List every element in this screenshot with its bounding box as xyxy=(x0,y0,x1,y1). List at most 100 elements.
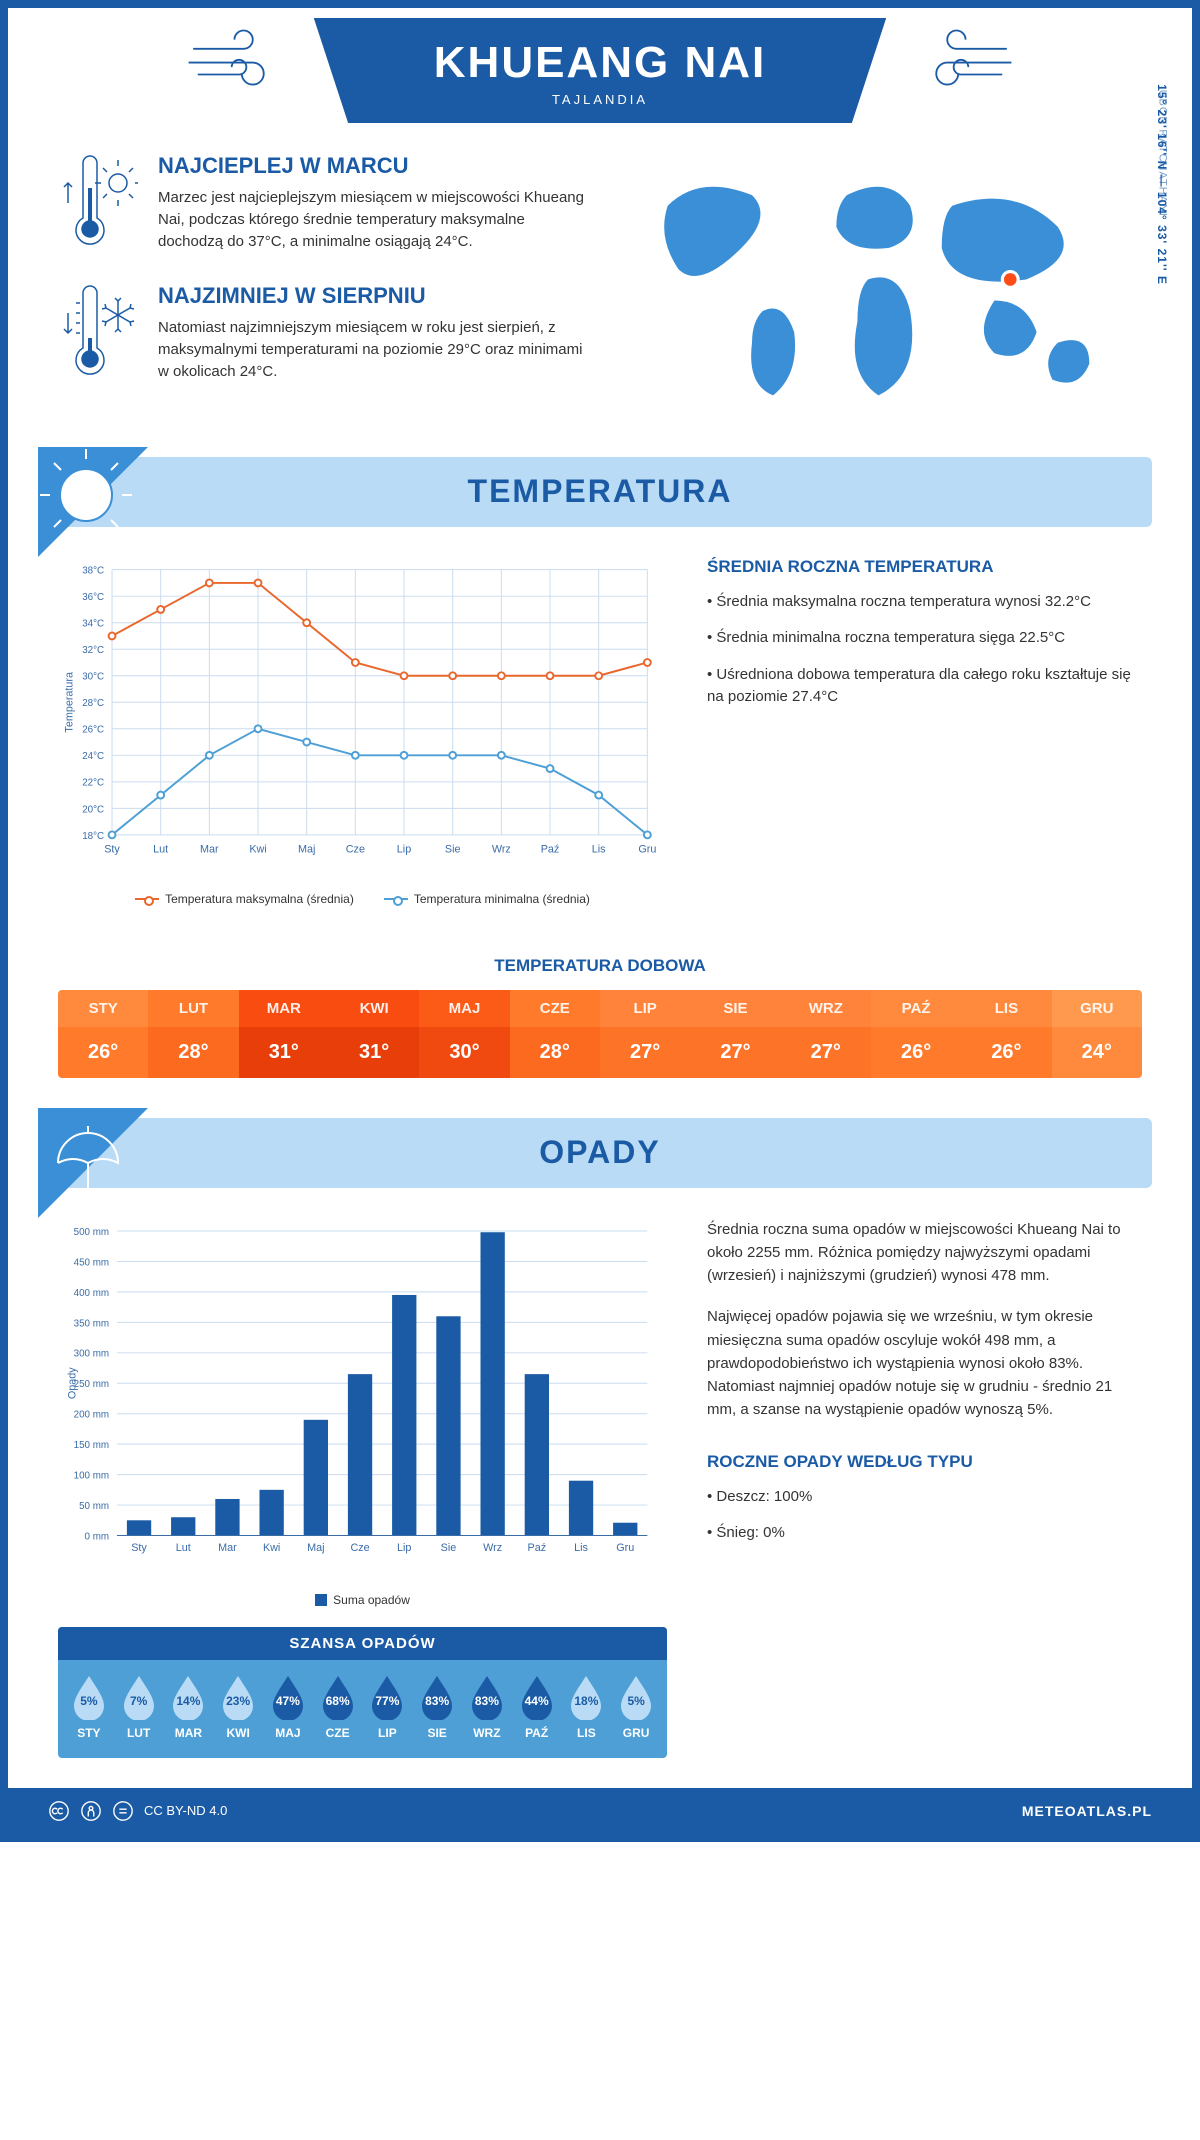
svg-text:Gru: Gru xyxy=(638,843,656,855)
warmest-block: NAJCIEPLEJ W MARCU Marzec jest najcieple… xyxy=(58,153,585,253)
svg-text:Lis: Lis xyxy=(592,843,606,855)
svg-text:350 mm: 350 mm xyxy=(74,1318,109,1329)
daily-temp-col: SIE 27° xyxy=(690,990,780,1078)
temperature-bullet: • Średnia maksymalna roczna temperatura … xyxy=(707,591,1142,614)
svg-text:20°C: 20°C xyxy=(82,804,104,815)
svg-text:Maj: Maj xyxy=(298,843,315,855)
svg-text:38°C: 38°C xyxy=(82,565,104,576)
chance-drop: 5% STY xyxy=(64,1674,114,1740)
svg-text:Paź: Paź xyxy=(528,1542,547,1554)
chance-drop: 47% MAJ xyxy=(263,1674,313,1740)
license-text: CC BY-ND 4.0 xyxy=(144,1803,227,1818)
chance-drop: 77% LIP xyxy=(363,1674,413,1740)
nd-icon xyxy=(112,1800,134,1822)
svg-text:500 mm: 500 mm xyxy=(74,1226,109,1237)
svg-text:Sie: Sie xyxy=(441,1542,457,1554)
svg-text:50 mm: 50 mm xyxy=(79,1500,109,1511)
daily-temp-col: GRU 24° xyxy=(1052,990,1142,1078)
svg-text:36°C: 36°C xyxy=(82,592,104,603)
svg-text:Sty: Sty xyxy=(104,843,120,855)
temperature-line-chart: 18°C20°C22°C24°C26°C28°C30°C32°C34°C36°C… xyxy=(58,557,667,877)
svg-text:0 mm: 0 mm xyxy=(85,1531,110,1542)
title-banner: KHUEANG NAI TAJLANDIA xyxy=(314,18,886,123)
svg-text:Wrz: Wrz xyxy=(483,1542,502,1554)
svg-text:250 mm: 250 mm xyxy=(74,1379,109,1390)
annual-type-item: • Deszcz: 100% xyxy=(707,1486,1142,1509)
chance-drop: 44% PAŹ xyxy=(512,1674,562,1740)
daily-temp-col: WRZ 27° xyxy=(781,990,871,1078)
temperature-bullet: • Uśredniona dobowa temperatura dla całe… xyxy=(707,664,1142,709)
legend-max: Temperatura maksymalna (średnia) xyxy=(165,892,354,906)
summary-title: ŚREDNIA ROCZNA TEMPERATURA xyxy=(707,557,1142,577)
chance-drop: 83% WRZ xyxy=(462,1674,512,1740)
svg-text:300 mm: 300 mm xyxy=(74,1348,109,1359)
chance-drop: 23% KWI xyxy=(213,1674,263,1740)
annual-type-item: • Śnieg: 0% xyxy=(707,1522,1142,1545)
footer: CC BY-ND 4.0 METEOATLAS.PL xyxy=(8,1788,1192,1834)
temperature-section-header: TEMPERATURA xyxy=(48,457,1152,527)
location-title: KHUEANG NAI xyxy=(434,38,766,88)
map-column: UBON RATCHATHANI 15° 23' 16'' N — 104° 3… xyxy=(615,153,1142,417)
license-block: CC BY-ND 4.0 xyxy=(48,1800,227,1822)
svg-text:Kwi: Kwi xyxy=(263,1542,280,1554)
svg-text:Kwi: Kwi xyxy=(249,843,266,855)
svg-text:Gru: Gru xyxy=(616,1542,634,1554)
svg-text:Lut: Lut xyxy=(176,1542,191,1554)
svg-text:Lis: Lis xyxy=(574,1542,588,1554)
thermometer-cold-icon xyxy=(58,283,138,383)
coldest-title: NAJZIMNIEJ W SIERPNIU xyxy=(158,283,585,309)
precipitation-body: 0 mm50 mm100 mm150 mm200 mm250 mm300 mm3… xyxy=(8,1218,1192,1788)
svg-text:Lip: Lip xyxy=(397,843,411,855)
warmest-text: Marzec jest najcieplejszym miesiącem w m… xyxy=(158,187,585,252)
thermometer-hot-icon xyxy=(58,153,138,253)
by-icon xyxy=(80,1800,102,1822)
intro-section: NAJCIEPLEJ W MARCU Marzec jest najcieple… xyxy=(8,123,1192,437)
svg-text:150 mm: 150 mm xyxy=(74,1440,109,1451)
infographic-page: KHUEANG NAI TAJLANDIA NAJCIEPLEJ W MARCU xyxy=(0,0,1200,1842)
precipitation-chart-area: 0 mm50 mm100 mm150 mm200 mm250 mm300 mm3… xyxy=(58,1218,667,1758)
svg-text:Maj: Maj xyxy=(307,1542,324,1554)
svg-text:Sty: Sty xyxy=(131,1542,147,1554)
precip-paragraph: Najwięcej opadów pojawia się we wrześniu… xyxy=(707,1305,1142,1421)
umbrella-icon xyxy=(38,1108,148,1218)
chance-drop: 83% SIE xyxy=(412,1674,462,1740)
precipitation-section-header: OPADY xyxy=(48,1118,1152,1188)
svg-text:34°C: 34°C xyxy=(82,618,104,629)
coldest-block: NAJZIMNIEJ W SIERPNIU Natomiast najzimni… xyxy=(58,283,585,383)
legend-min: Temperatura minimalna (średnia) xyxy=(414,892,590,906)
svg-text:Opady: Opady xyxy=(67,1366,79,1398)
chance-drop: 68% CZE xyxy=(313,1674,363,1740)
svg-text:Cze: Cze xyxy=(346,843,365,855)
daily-temp-table: STY 26° LUT 28° MAR 31° KWI 31° MAJ 30° … xyxy=(58,990,1142,1078)
daily-temp-col: LUT 28° xyxy=(148,990,238,1078)
legend-precip: Suma opadów xyxy=(333,1593,410,1607)
chance-drop: 18% LIS xyxy=(562,1674,612,1740)
coldest-text: Natomiast najzimniejszym miesiącem w rok… xyxy=(158,317,585,382)
annual-types-list: • Deszcz: 100% • Śnieg: 0% xyxy=(707,1486,1142,1545)
precipitation-title: OPADY xyxy=(539,1134,660,1171)
daily-temp-title: TEMPERATURA DOBOWA xyxy=(8,956,1192,976)
svg-text:24°C: 24°C xyxy=(82,751,104,762)
temperature-summary: ŚREDNIA ROCZNA TEMPERATURA • Średnia mak… xyxy=(707,557,1142,906)
svg-text:400 mm: 400 mm xyxy=(74,1287,109,1298)
temperature-bullet: • Średnia minimalna roczna temperatura s… xyxy=(707,627,1142,650)
daily-temp-col: MAJ 30° xyxy=(419,990,509,1078)
svg-text:26°C: 26°C xyxy=(82,724,104,735)
svg-text:Mar: Mar xyxy=(200,843,219,855)
chance-drop: 5% GRU xyxy=(611,1674,661,1740)
daily-temp-col: LIS 26° xyxy=(961,990,1051,1078)
chance-drops: 5% STY 7% LUT 14% MAR 23% KWI 47% MAJ 68… xyxy=(58,1660,667,1746)
svg-text:100 mm: 100 mm xyxy=(74,1470,109,1481)
annual-type-title: ROCZNE OPADY WEDŁUG TYPU xyxy=(707,1452,1142,1472)
daily-temp-col: LIP 27° xyxy=(600,990,690,1078)
svg-text:Lut: Lut xyxy=(153,843,168,855)
precip-paragraph: Średnia roczna suma opadów w miejscowośc… xyxy=(707,1218,1142,1288)
svg-text:18°C: 18°C xyxy=(82,830,104,841)
cc-icon xyxy=(48,1800,70,1822)
coordinates-label: 15° 23' 16'' N — 104° 33' 21'' E xyxy=(1155,84,1169,285)
svg-text:32°C: 32°C xyxy=(82,645,104,656)
info-column: NAJCIEPLEJ W MARCU Marzec jest najcieple… xyxy=(58,153,585,417)
daily-temp-col: PAŹ 26° xyxy=(871,990,961,1078)
precipitation-bar-chart: 0 mm50 mm100 mm150 mm200 mm250 mm300 mm3… xyxy=(58,1218,667,1578)
temperature-legend: Temperatura maksymalna (średnia) Tempera… xyxy=(58,892,667,906)
